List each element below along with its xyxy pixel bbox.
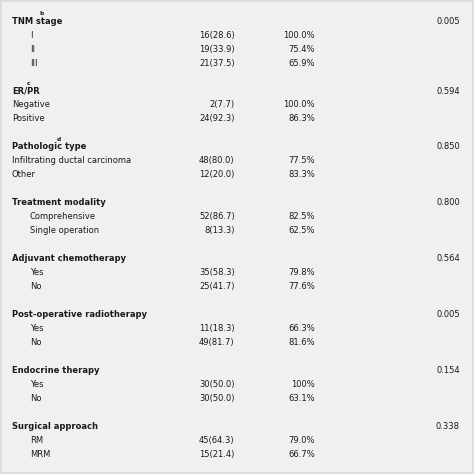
Text: 21(37.5): 21(37.5) bbox=[199, 59, 235, 67]
Text: 82.5%: 82.5% bbox=[289, 212, 315, 221]
Text: Post-operative radiotherapy: Post-operative radiotherapy bbox=[12, 310, 147, 319]
Text: Endocrine therapy: Endocrine therapy bbox=[12, 366, 100, 375]
Text: 45(64.3): 45(64.3) bbox=[199, 436, 235, 445]
Text: ER/PR: ER/PR bbox=[12, 87, 40, 95]
Text: 19(33.9): 19(33.9) bbox=[199, 45, 235, 54]
Text: d: d bbox=[57, 137, 62, 142]
Text: Adjuvant chemotherapy: Adjuvant chemotherapy bbox=[12, 254, 126, 263]
Text: Infiltrating ductal carcinoma: Infiltrating ductal carcinoma bbox=[12, 156, 131, 165]
Text: Positive: Positive bbox=[12, 115, 45, 123]
Text: Treatment modality: Treatment modality bbox=[12, 198, 106, 207]
Text: 100.0%: 100.0% bbox=[283, 30, 315, 39]
Text: 25(41.7): 25(41.7) bbox=[199, 283, 235, 291]
Text: 8(13.3): 8(13.3) bbox=[204, 227, 235, 235]
Text: Other: Other bbox=[12, 171, 36, 179]
Text: 66.7%: 66.7% bbox=[289, 450, 315, 459]
Text: 79.8%: 79.8% bbox=[289, 268, 315, 277]
Text: 12(20.0): 12(20.0) bbox=[199, 171, 235, 179]
Text: 81.6%: 81.6% bbox=[289, 338, 315, 347]
Text: No: No bbox=[30, 338, 41, 347]
Text: TNM stage: TNM stage bbox=[12, 17, 62, 26]
Text: 15(21.4): 15(21.4) bbox=[199, 450, 235, 459]
Text: 30(50.0): 30(50.0) bbox=[199, 380, 235, 389]
Text: 100%: 100% bbox=[292, 380, 315, 389]
Text: 66.3%: 66.3% bbox=[289, 324, 315, 333]
Text: II: II bbox=[30, 45, 35, 54]
Text: 100.0%: 100.0% bbox=[283, 100, 315, 109]
Text: 63.1%: 63.1% bbox=[289, 394, 315, 403]
Text: 0.564: 0.564 bbox=[436, 254, 460, 263]
Text: Surgical approach: Surgical approach bbox=[12, 422, 98, 431]
Text: Yes: Yes bbox=[30, 268, 43, 277]
Text: 77.6%: 77.6% bbox=[289, 283, 315, 291]
Text: 49(81.7): 49(81.7) bbox=[199, 338, 235, 347]
Text: 65.9%: 65.9% bbox=[289, 59, 315, 67]
Text: 86.3%: 86.3% bbox=[289, 115, 315, 123]
Text: 16(28.6): 16(28.6) bbox=[199, 30, 235, 39]
Text: III: III bbox=[30, 59, 37, 67]
Text: 0.338: 0.338 bbox=[436, 422, 460, 431]
Text: 0.594: 0.594 bbox=[436, 87, 460, 95]
Text: 35(58.3): 35(58.3) bbox=[199, 268, 235, 277]
Text: 83.3%: 83.3% bbox=[289, 171, 315, 179]
Text: 79.0%: 79.0% bbox=[289, 436, 315, 445]
Text: RM: RM bbox=[30, 436, 43, 445]
Text: 0.850: 0.850 bbox=[436, 143, 460, 151]
Text: 77.5%: 77.5% bbox=[289, 156, 315, 165]
Text: 0.005: 0.005 bbox=[436, 17, 460, 26]
Text: Yes: Yes bbox=[30, 380, 43, 389]
Text: 48(80.0): 48(80.0) bbox=[199, 156, 235, 165]
Text: Yes: Yes bbox=[30, 324, 43, 333]
Text: b: b bbox=[39, 11, 43, 16]
Text: 52(86.7): 52(86.7) bbox=[199, 212, 235, 221]
Text: c: c bbox=[27, 81, 30, 86]
Text: No: No bbox=[30, 394, 41, 403]
Text: 2(7.7): 2(7.7) bbox=[210, 100, 235, 109]
Text: No: No bbox=[30, 283, 41, 291]
Text: 0.154: 0.154 bbox=[436, 366, 460, 375]
Text: 0.005: 0.005 bbox=[436, 310, 460, 319]
Text: 30(50.0): 30(50.0) bbox=[199, 394, 235, 403]
Text: 11(18.3): 11(18.3) bbox=[199, 324, 235, 333]
Text: 62.5%: 62.5% bbox=[289, 227, 315, 235]
Text: MRM: MRM bbox=[30, 450, 50, 459]
Text: Negative: Negative bbox=[12, 100, 50, 109]
Text: Pathologic type: Pathologic type bbox=[12, 143, 86, 151]
Text: 0.800: 0.800 bbox=[436, 198, 460, 207]
Text: 24(92.3): 24(92.3) bbox=[199, 115, 235, 123]
Text: Comprehensive: Comprehensive bbox=[30, 212, 96, 221]
Text: 75.4%: 75.4% bbox=[289, 45, 315, 54]
Text: I: I bbox=[30, 30, 32, 39]
Text: Single operation: Single operation bbox=[30, 227, 99, 235]
